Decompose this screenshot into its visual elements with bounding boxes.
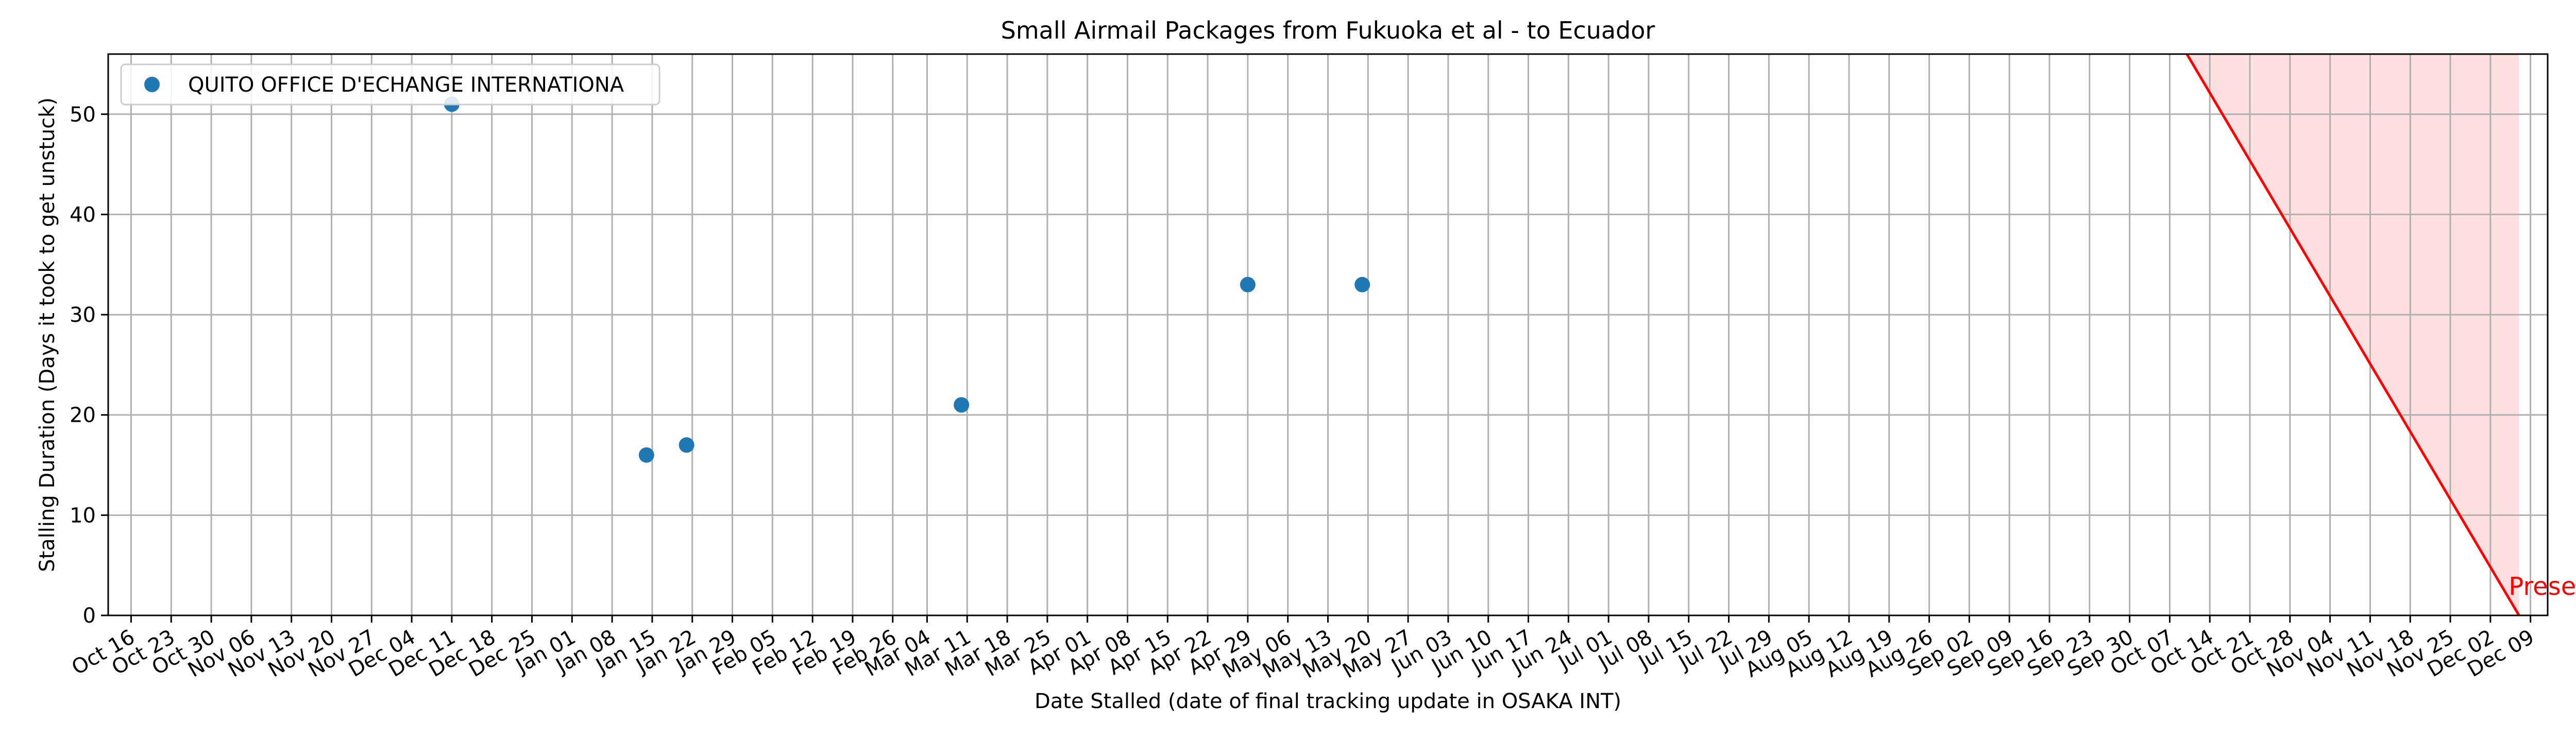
chart-title: Small Airmail Packages from Fukuoka et a… [1001,16,1655,44]
legend-box [120,63,660,106]
data-point [1354,277,1370,293]
data-point [1240,277,1256,293]
present-label: Present [2509,572,2576,601]
y-tick-label: 0 [83,604,96,628]
data-point [679,437,694,453]
legend-label: QUITO OFFICE D'ECHANGE INTERNATIONA [188,73,624,97]
x-axis-label: Date Stalled (date of final tracking upd… [1035,690,1621,713]
legend: QUITO OFFICE D'ECHANGE INTERNATIONA [120,63,660,106]
y-axis-label: Stalling Duration (Days it took to get u… [36,97,59,572]
y-tick-label: 30 [70,303,96,327]
data-point [638,447,654,463]
present-line [2185,53,2520,616]
y-tick-label: 50 [70,103,96,127]
y-tick-label: 40 [70,203,96,227]
y-tick-label: 10 [70,504,96,527]
y-tick-label: 20 [70,404,96,427]
legend-marker [144,77,160,92]
data-point [954,397,970,413]
